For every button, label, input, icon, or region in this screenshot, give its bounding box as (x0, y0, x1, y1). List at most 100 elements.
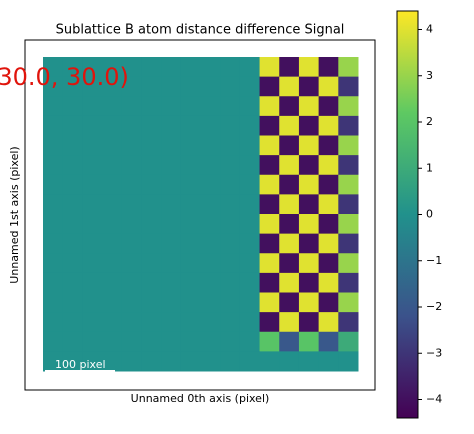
cell (82, 214, 103, 235)
cell (43, 57, 64, 78)
cell (82, 233, 103, 254)
cell (82, 331, 103, 352)
cell (279, 312, 300, 333)
cell (279, 76, 300, 97)
cell (180, 96, 201, 117)
cell (62, 96, 83, 117)
cell (121, 194, 142, 215)
cell (121, 76, 142, 97)
cell (102, 331, 123, 352)
cell (220, 135, 241, 156)
cell (318, 57, 339, 78)
colorbar-tick-label: 0 (426, 208, 433, 221)
cell (259, 194, 280, 215)
cell (318, 253, 339, 274)
cell (259, 292, 280, 313)
cell (141, 312, 162, 333)
cell (43, 233, 64, 254)
cell (239, 135, 261, 156)
cell (338, 96, 359, 117)
cell (239, 57, 261, 78)
cell (239, 351, 261, 372)
cell (220, 292, 241, 313)
cell (338, 76, 359, 97)
cell (318, 155, 339, 176)
chart-title: Sublattice B atom distance difference Si… (56, 23, 345, 38)
cell (102, 76, 123, 97)
cell (141, 135, 162, 156)
cell (200, 135, 221, 156)
cell (102, 135, 123, 156)
cell (259, 233, 280, 254)
cell (62, 233, 83, 254)
cell (279, 57, 300, 78)
cell (141, 253, 162, 274)
cell (298, 57, 320, 78)
cell (259, 76, 280, 97)
cell (220, 233, 241, 254)
cell (338, 135, 359, 156)
cell (141, 331, 162, 352)
cell (338, 253, 359, 274)
cell (102, 174, 123, 195)
cell (180, 312, 201, 333)
cell (62, 214, 83, 235)
cell (200, 214, 221, 235)
cell (259, 155, 280, 176)
cell (259, 214, 280, 235)
cell (141, 351, 162, 372)
cell (318, 194, 339, 215)
cell (298, 233, 320, 254)
cell (121, 96, 142, 117)
cell (298, 174, 320, 195)
x-axis-label: Unnamed 0th axis (pixel) (131, 392, 270, 405)
cell (239, 96, 261, 117)
cell (161, 135, 182, 156)
cell (298, 214, 320, 235)
cell (102, 253, 123, 274)
cell (180, 214, 201, 235)
cell (239, 292, 261, 313)
cell (82, 96, 103, 117)
cell (318, 96, 339, 117)
cell (102, 57, 123, 78)
cell (200, 174, 221, 195)
cell (62, 331, 83, 352)
cell (161, 76, 182, 97)
cell (239, 174, 261, 195)
cell (180, 115, 201, 136)
cell (338, 233, 359, 254)
cell (43, 194, 64, 215)
cell (220, 351, 241, 372)
cell (161, 57, 182, 78)
cell (279, 194, 300, 215)
cell (141, 174, 162, 195)
cell (318, 351, 339, 372)
cell (239, 194, 261, 215)
image (43, 57, 359, 372)
cell (318, 292, 339, 313)
cell (298, 115, 320, 136)
cell (161, 331, 182, 352)
cell (220, 312, 241, 333)
cell (239, 214, 261, 235)
cell (82, 174, 103, 195)
cell (43, 312, 64, 333)
cell (259, 115, 280, 136)
cell (338, 57, 359, 78)
cell (180, 76, 201, 97)
cell (220, 194, 241, 215)
cell (180, 233, 201, 254)
cell (43, 115, 64, 136)
cell (161, 115, 182, 136)
cell (62, 155, 83, 176)
cell (102, 272, 123, 293)
cell (200, 96, 221, 117)
cell (43, 135, 64, 156)
cell (318, 115, 339, 136)
cell (259, 351, 280, 372)
cell (121, 155, 142, 176)
cell (102, 155, 123, 176)
colorbar-tick-label: −3 (426, 346, 442, 359)
cell (338, 312, 359, 333)
